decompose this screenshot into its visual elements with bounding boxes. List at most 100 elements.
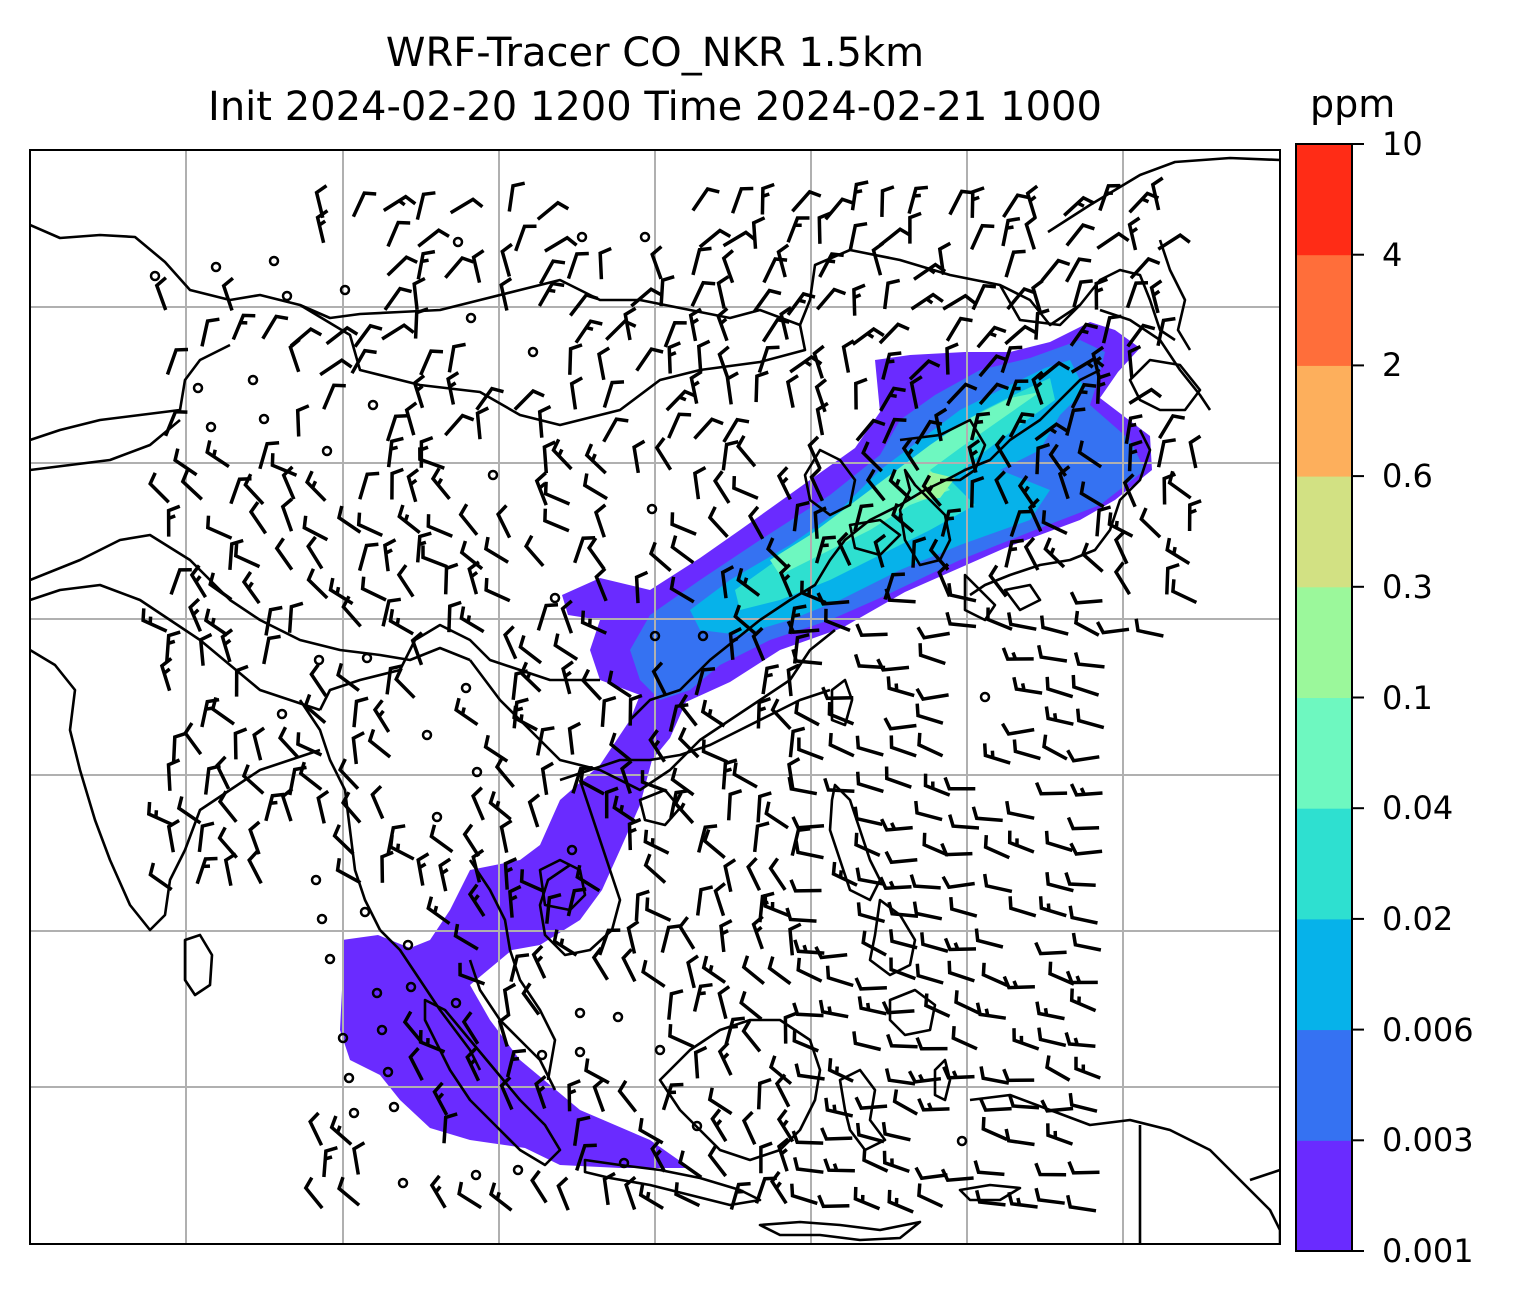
wind-barb: [465, 1047, 481, 1082]
wind-barb: [1006, 286, 1037, 311]
wind-barb: [538, 259, 566, 285]
wind-barb: [582, 473, 608, 501]
wind-barb: [651, 661, 667, 696]
wind-barb: [886, 676, 915, 698]
wind-barb: [1165, 562, 1180, 595]
south-china-coast: [559, 688, 831, 782]
wind-barb: [381, 597, 402, 627]
wind-barb: [352, 696, 369, 728]
wind-barb: [537, 405, 552, 438]
wind-barb: [220, 628, 234, 663]
wind-barb: [881, 1000, 915, 1015]
calm-wind-marker: [649, 630, 661, 642]
wind-barb: [828, 732, 855, 758]
wind-barb: [530, 1169, 548, 1204]
wind-barb: [785, 907, 817, 923]
wind-barb: [880, 185, 895, 217]
wind-barb: [166, 818, 180, 853]
japan-kyushu: [963, 573, 997, 622]
wind-barb: [852, 283, 866, 316]
wind-barb: [571, 765, 593, 794]
wind-barb: [604, 786, 619, 819]
wind-barb: [341, 595, 362, 628]
wind-barb: [881, 351, 902, 380]
indochina-coast: [379, 929, 482, 1071]
wind-barb: [287, 601, 304, 633]
wind-barb: [792, 1028, 819, 1053]
wind-barb: [154, 276, 168, 311]
calm-wind-marker: [149, 270, 161, 282]
wind-barb: [943, 776, 976, 791]
wind-barb: [418, 447, 445, 470]
wind-barb: [889, 735, 917, 758]
wind-barb: [768, 857, 787, 891]
wind-barb: [586, 537, 606, 571]
wind-barb: [916, 626, 950, 640]
pacific-coast: [1249, 1168, 1280, 1182]
wind-barb: [426, 896, 451, 925]
wind-barb: [605, 319, 637, 341]
wind-barb: [449, 197, 484, 215]
wind-barb: [1042, 734, 1068, 761]
wind-barb: [825, 965, 854, 988]
wind-barb: [797, 737, 824, 761]
wind-barb: [917, 732, 944, 758]
wind-barb: [467, 560, 480, 595]
wind-barb: [1113, 561, 1131, 596]
wind-barb: [861, 441, 883, 473]
wind-barb: [1070, 382, 1097, 409]
wind-barb: [264, 792, 285, 822]
wind-barb: [483, 536, 510, 564]
wind-barb: [519, 661, 542, 693]
wind-barb: [537, 281, 565, 307]
wind-barb: [776, 1108, 795, 1143]
wind-barb: [518, 634, 543, 665]
wind-barb: [733, 604, 757, 635]
wind-barb: [319, 358, 353, 377]
wind-barb: [951, 1025, 978, 1051]
wind-barb: [818, 999, 849, 1019]
wind-barb: [854, 977, 887, 991]
wind-barb: [923, 773, 951, 797]
wind-barb: [726, 789, 743, 821]
wind-barb: [325, 325, 359, 346]
wind-barb: [710, 1108, 728, 1143]
shandong: [848, 518, 902, 557]
wind-barb: [432, 1081, 449, 1116]
wind-barb: [553, 633, 579, 661]
wind-barb: [208, 572, 233, 601]
wind-barb: [1156, 316, 1176, 347]
wind-barb: [454, 697, 479, 727]
wind-barb: [983, 834, 1011, 860]
wind-barb: [915, 687, 949, 702]
wind-barb: [215, 755, 231, 790]
wind-barb: [978, 382, 1010, 406]
wind-barb: [306, 568, 329, 600]
india-coast: [30, 648, 321, 932]
wind-barb: [535, 726, 555, 756]
wind-barb: [421, 545, 448, 569]
wind-barb: [258, 441, 280, 470]
wind-barb: [1124, 414, 1143, 445]
wind-barb: [584, 1058, 610, 1085]
wind-barb: [288, 338, 301, 373]
calm-wind-marker: [361, 652, 373, 664]
wind-barb: [429, 824, 454, 854]
wind-barb: [1095, 372, 1111, 404]
colorbar-tick-label: 0.006: [1382, 1010, 1474, 1049]
wind-barb: [915, 1036, 948, 1051]
wind-barb: [252, 726, 266, 761]
calm-wind-marker: [371, 987, 383, 999]
wind-barb: [823, 777, 855, 794]
wind-barb: [1048, 961, 1075, 986]
wind-barb: [739, 990, 763, 1021]
wind-barb: [854, 377, 868, 410]
wind-barb: [141, 608, 168, 633]
wind-barb: [1001, 216, 1021, 247]
wind-barb: [1034, 1162, 1067, 1177]
wind-barb: [1031, 279, 1044, 314]
wind-barb: [786, 291, 816, 316]
wind-barb: [855, 771, 884, 794]
bangladesh: [298, 699, 382, 931]
